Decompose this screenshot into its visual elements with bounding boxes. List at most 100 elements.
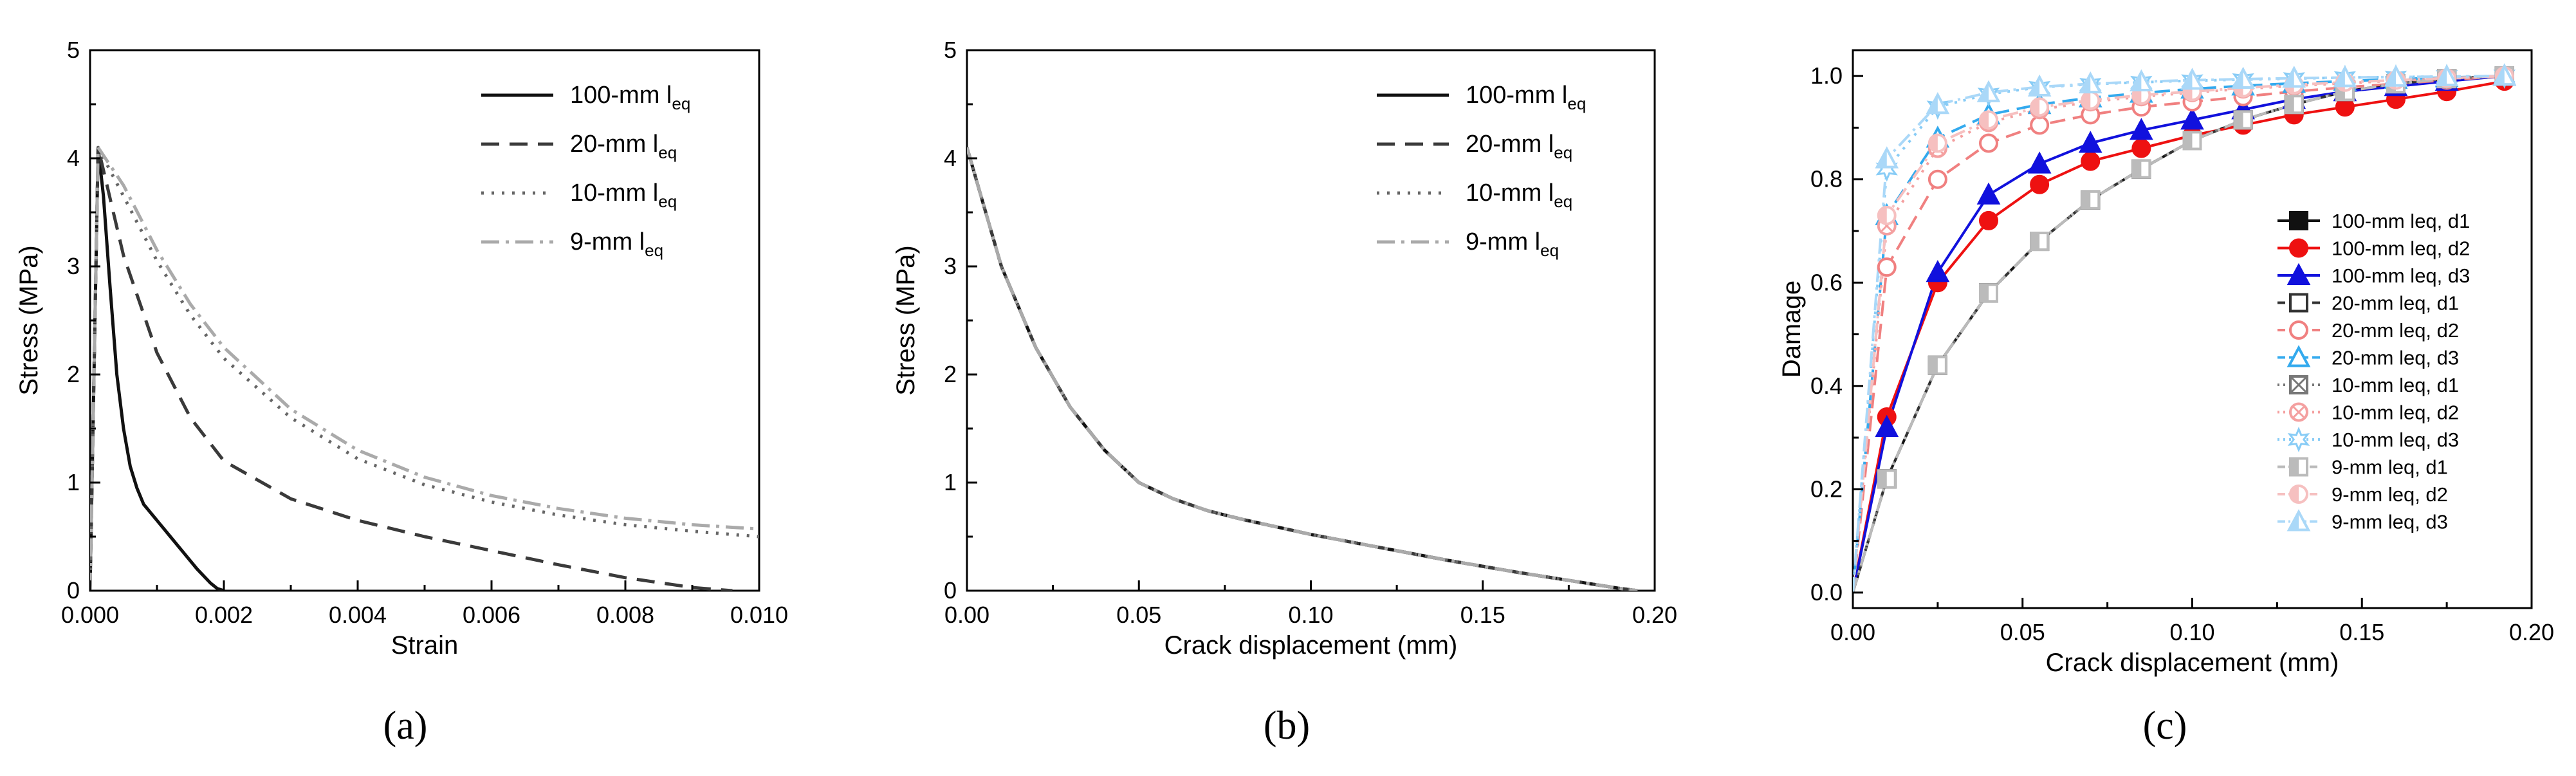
legend-label: 10-mm leq (1466, 180, 1572, 211)
series-group (967, 147, 1638, 591)
legend-label: 20-mm leq (1466, 131, 1572, 162)
legend-marker (2286, 345, 2311, 367)
x-tick-label: 0.20 (1632, 602, 1677, 628)
caption-c: (c) (2143, 704, 2187, 748)
data-point (1979, 133, 1998, 153)
x-tick-label: 0.00 (1830, 619, 1875, 645)
x-tick-label: 0.004 (329, 602, 387, 628)
legend-label: 20-mm leq, d1 (2332, 292, 2459, 315)
y-tick-label: 0.0 (1810, 579, 1843, 605)
legend-label: 20-mm leq, d3 (2332, 347, 2459, 369)
series-group (1853, 63, 2517, 593)
series-line-4 (1853, 75, 2505, 593)
y-tick-label: 1 (944, 469, 957, 495)
legend-label: 100-mm leq, d1 (2332, 210, 2470, 232)
data-point (1926, 259, 1950, 282)
data-point (2030, 174, 2050, 194)
data-point (1979, 210, 1998, 230)
y-tick-label: 2 (944, 361, 957, 387)
y-tick-label: 0 (67, 577, 80, 604)
legend-label: 20-mm leq, d2 (2332, 319, 2459, 342)
y-axis-label: Stress (MPa) (892, 245, 920, 395)
x-axis-label: Strain (391, 631, 459, 660)
legend-label: 10-mm leq, d1 (2332, 374, 2459, 396)
y-tick-label: 0.4 (1810, 373, 1843, 399)
legend-label: 20-mm leq (570, 131, 677, 162)
data-point (1927, 169, 1947, 189)
series-line-3 (967, 147, 1638, 591)
legend: 100-mm leq 20-mm leq 10-mm leq 9-mm leq (481, 82, 690, 260)
y-axis-label: Stress (MPa) (15, 245, 43, 395)
x-tick-label: 0.05 (2000, 619, 2045, 645)
y-tick-label: 1.0 (1810, 62, 1843, 89)
y-tick-label: 2 (67, 361, 80, 387)
x-tick-label: 0.15 (1460, 602, 1505, 628)
y-tick-label: 1 (67, 469, 80, 495)
legend-marker (2287, 427, 2310, 452)
series-line-1 (967, 147, 1638, 591)
series-line-3 (90, 145, 759, 591)
x-tick-label: 0.006 (463, 602, 520, 628)
legend-label: 9-mm leq (1466, 228, 1559, 260)
y-tick-label: 0.8 (1810, 166, 1843, 192)
series-line-0 (90, 145, 225, 591)
x-tick-label: 0.10 (2169, 619, 2214, 645)
legend-marker (2289, 320, 2308, 340)
y-tick-label: 4 (67, 145, 80, 171)
x-tick-label: 0.002 (195, 602, 253, 628)
legend-label: 10-mm leq, d2 (2332, 402, 2459, 424)
legend-label: 100-mm leq, d3 (2332, 264, 2470, 287)
legend-label: 10-mm leq (570, 180, 677, 211)
series-line-2 (90, 145, 759, 591)
data-point (2081, 151, 2101, 171)
legend-label: 100-mm leq (1466, 82, 1586, 113)
data-point (2130, 118, 2153, 140)
x-tick-label: 0.000 (61, 602, 119, 628)
data-point (2131, 138, 2151, 158)
series-line-2 (967, 147, 1638, 591)
series-group (90, 145, 759, 591)
x-tick-label: 0.15 (2339, 619, 2384, 645)
x-tick-label: 0.05 (1116, 602, 1161, 628)
x-axis-label: Crack displacement (mm) (2046, 649, 2339, 677)
legend-label: 10-mm leq, d3 (2332, 429, 2459, 451)
y-axis-label: Damage (1778, 281, 1806, 378)
y-tick-label: 0 (944, 577, 957, 604)
y-tick-label: 0.6 (1810, 269, 1843, 295)
chart-panel-b: 0.00 0.05 0.10 0.15 0.20 0 1 2 3 4 5 Crack displace… (892, 37, 1677, 660)
data-point (1877, 257, 1897, 277)
data-point (1875, 414, 1899, 438)
y-tick-label: 4 (944, 145, 957, 171)
legend-label: 9-mm leq, d2 (2332, 483, 2448, 506)
x-axis-label: Crack displacement (mm) (1164, 631, 1458, 660)
legend-marker (2289, 238, 2308, 258)
chart-panel-c: 0.00 0.05 0.10 0.15 0.20 0.0 0.2 0.4 0.6 0.8 1.0 Cr… (1778, 49, 2554, 677)
data-point (2078, 131, 2102, 153)
series-line-9 (1853, 75, 2505, 593)
legend: 100-mm leq, d1 100-mm leq, d2 100-mm leq, … (2277, 210, 2470, 533)
x-tick-label: 0.00 (944, 602, 989, 628)
legend: 100-mm leq 20-mm leq 10-mm leq 9-mm leq (1377, 82, 1586, 260)
legend-marker (2286, 263, 2311, 285)
y-tick-label: 5 (944, 37, 957, 63)
y-tick-label: 3 (67, 253, 80, 279)
x-tick-label: 0.010 (730, 602, 788, 628)
legend-label: 9-mm leq, d1 (2332, 456, 2448, 479)
legend-label: 100-mm leq, d2 (2332, 237, 2470, 260)
legend-label: 100-mm leq (570, 82, 690, 113)
legend-marker (2289, 293, 2308, 313)
data-point (1976, 182, 2001, 205)
plot-frame (89, 49, 760, 592)
legend-marker (2289, 211, 2308, 230)
chart-panel-a: 0.000 0.002 0.004 0.006 0.008 0.010 0 1 2 3 4 5 Stra… (15, 37, 788, 660)
y-tick-label: 5 (67, 37, 80, 63)
legend-label: 9-mm leq, d3 (2332, 511, 2448, 533)
legend-label: 9-mm leq (570, 228, 663, 260)
x-tick-label: 0.20 (2509, 619, 2554, 645)
caption-b: (b) (1264, 704, 1310, 748)
caption-a: (a) (383, 704, 428, 748)
y-tick-label: 3 (944, 253, 957, 279)
series-line-1 (90, 145, 733, 591)
x-tick-label: 0.10 (1288, 602, 1333, 628)
